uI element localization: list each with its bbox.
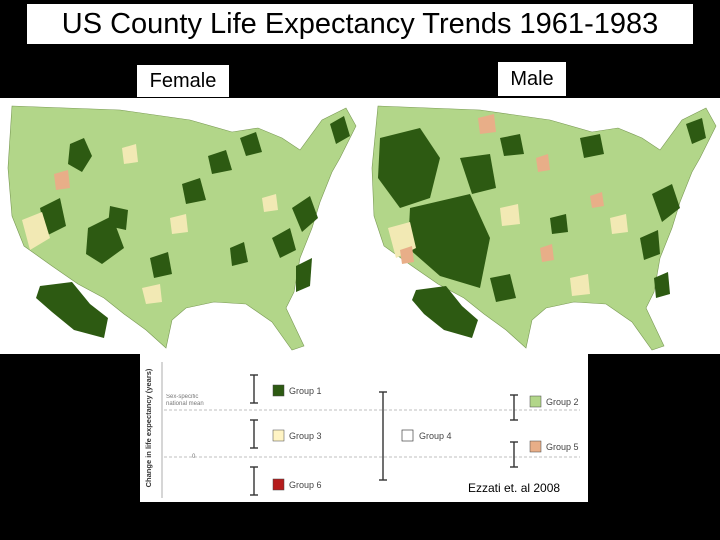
legend-label-group-5: Group 5 bbox=[546, 442, 579, 452]
male-us-outline bbox=[371, 105, 717, 351]
male-map bbox=[371, 105, 717, 351]
legend-swatch-group-5 bbox=[529, 440, 542, 453]
legend-swatch-group-4 bbox=[401, 429, 414, 442]
legend-graphic: Change in life expectancy (years) Sex-sp… bbox=[144, 362, 580, 498]
legend-label-group-4: Group 4 bbox=[419, 431, 452, 441]
slide-title: US County Life Expectancy Trends 1961-19… bbox=[27, 4, 693, 44]
legend-mean-label: Sex-specific national mean bbox=[166, 394, 204, 407]
legend-axis-label: Change in life expectancy (years) bbox=[144, 368, 153, 487]
female-map-label: Female bbox=[137, 65, 229, 97]
legend-swatch-group-2 bbox=[529, 395, 542, 408]
legend-label-group-2: Group 2 bbox=[546, 397, 579, 407]
legend-label-group-3: Group 3 bbox=[289, 431, 322, 441]
male-alaska bbox=[412, 286, 478, 338]
legend-panel: Change in life expectancy (years) Sex-sp… bbox=[140, 354, 588, 502]
male-region-patches bbox=[378, 114, 706, 302]
female-alaska bbox=[36, 282, 108, 338]
citation-credit: Ezzati et. al 2008 bbox=[468, 481, 561, 495]
female-map bbox=[7, 105, 357, 351]
svg-text:0: 0 bbox=[192, 454, 196, 460]
male-map-label: Male bbox=[498, 62, 566, 96]
legend-label-group-6: Group 6 bbox=[289, 480, 322, 490]
legend-swatch-group-3 bbox=[272, 429, 285, 442]
legend-swatch-group-1 bbox=[272, 384, 285, 397]
legend-label-group-1: Group 1 bbox=[289, 386, 322, 396]
female-region-patches bbox=[22, 116, 350, 304]
maps-panel bbox=[0, 98, 720, 354]
legend-swatch-group-6 bbox=[272, 478, 285, 491]
